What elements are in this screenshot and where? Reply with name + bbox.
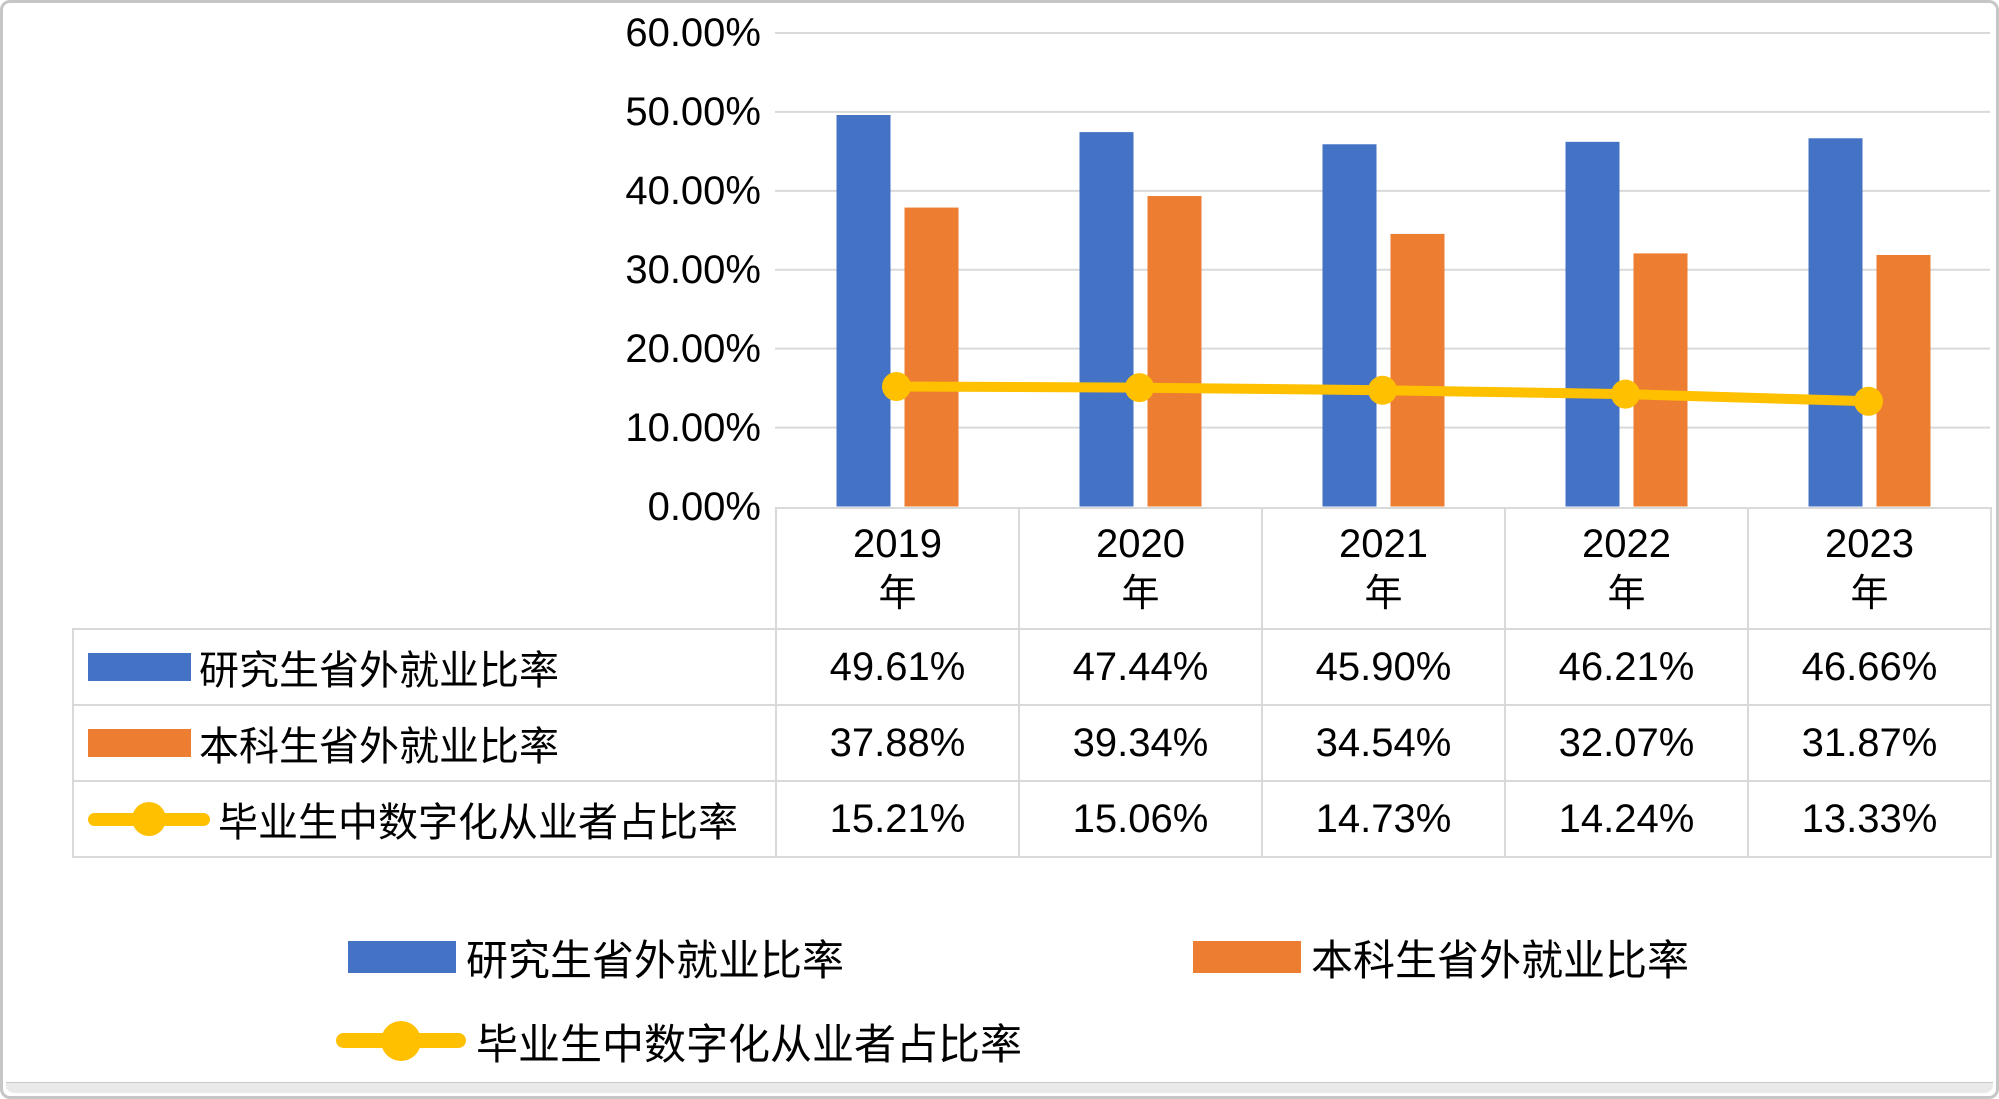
legend-label: 毕业生中数字化从业者占比率 [476, 1022, 1023, 1069]
x-axis-row: 2019 年 2020 年 2021 年 2022 年 2023 年 [73, 507, 1992, 630]
line-marker-2023 [1854, 386, 1883, 416]
bar-series0-2021 [1322, 144, 1377, 507]
bar-series1-2022 [1633, 253, 1688, 507]
series-swatch-icon [88, 729, 191, 757]
value-series1-2022: 32.07% [1504, 704, 1749, 782]
value-series2-2020: 15.06% [1018, 780, 1263, 858]
window-bottom-edge [6, 1082, 1993, 1093]
y-axis-tick-label: 20.00% [625, 326, 761, 371]
series-label: 本科生省外就业比率 [75, 714, 774, 772]
y-axis-tick-label: 10.00% [625, 405, 761, 450]
plot-area [775, 32, 1990, 507]
series-swatch-icon [1193, 941, 1301, 973]
chart-data-table: 2019 年 2020 年 2021 年 2022 年 2023 年研究生省外就业比率 49.61%… [72, 507, 1992, 858]
bar-series1-2019 [904, 207, 959, 507]
line-key-dot [381, 1021, 421, 1061]
value-series0-2022: 46.21% [1504, 628, 1749, 706]
line-marker-2019 [882, 371, 911, 401]
series-label-cell: 研究生省外就业比率 [72, 628, 777, 706]
y-axis-tick-label: 60.00% [625, 11, 761, 55]
category-unit: 年 [1364, 572, 1403, 615]
category-year: 2019 [853, 521, 942, 566]
series-name: 本科生省外就业比率 [199, 724, 559, 769]
series-name: 研究生省外就业比率 [199, 648, 559, 693]
value-series1-2021: 34.54% [1261, 704, 1506, 782]
legend-label: 研究生省外就业比率 [466, 938, 845, 985]
bar-series0-2023 [1808, 138, 1863, 507]
line-marker-2021 [1368, 375, 1397, 405]
bar-series1-2021 [1390, 233, 1445, 507]
x-axis-category-2021: 2021 年 [1261, 507, 1506, 630]
value-series1-2023: 31.87% [1747, 704, 1992, 782]
value-series0-2020: 47.44% [1018, 628, 1263, 706]
category-unit: 年 [878, 572, 917, 615]
y-axis-tick-label: 30.00% [625, 247, 761, 292]
bar-series0-2019 [836, 114, 891, 507]
value-series1-2019: 37.88% [775, 704, 1020, 782]
x-axis-category-2023: 2023 年 [1747, 507, 1992, 630]
bar-series0-2020 [1079, 132, 1134, 507]
line-key-dot [132, 802, 166, 836]
y-axis-tick-label: 50.00% [625, 89, 761, 134]
value-series2-2022: 14.24% [1504, 780, 1749, 858]
series-line-marker-icon [336, 1017, 466, 1065]
y-axis-tick-label: 0.00% [647, 484, 761, 529]
category-year: 2021 [1339, 521, 1428, 566]
value-series2-2023: 13.33% [1747, 780, 1992, 858]
bar-series1-2023 [1876, 254, 1931, 507]
category-unit: 年 [1607, 572, 1646, 615]
series-swatch-icon [88, 653, 191, 681]
series-label: 研究生省外就业比率 [75, 638, 774, 696]
category-year: 2022 [1582, 521, 1671, 566]
value-series0-2021: 45.90% [1261, 628, 1506, 706]
value-series0-2019: 49.61% [775, 628, 1020, 706]
value-series1-2020: 39.34% [1018, 704, 1263, 782]
category-year: 2020 [1096, 521, 1185, 566]
x-axis-category-2022: 2022 年 [1504, 507, 1749, 630]
series-label-cell: 毕业生中数字化从业者占比率 [72, 780, 777, 858]
line-marker-2022 [1611, 379, 1640, 409]
legend-label: 本科生省外就业比率 [1311, 938, 1690, 985]
table-blank-cell [73, 508, 776, 629]
series-label: 毕业生中数字化从业者占比率 [75, 790, 774, 848]
value-series2-2021: 14.73% [1261, 780, 1506, 858]
line-marker-2020 [1125, 373, 1154, 403]
category-unit: 年 [1850, 572, 1889, 615]
series-line-marker-icon [88, 799, 210, 839]
y-axis-tick-label: 40.00% [625, 168, 761, 213]
value-series2-2019: 15.21% [775, 780, 1020, 858]
table-row: 研究生省外就业比率 49.61% 47.44% 45.90% 46.21% 46.66% [72, 628, 1992, 706]
bar-series1-2020 [1147, 196, 1202, 507]
category-year: 2023 [1825, 521, 1914, 566]
legend-item-series0: 研究生省外就业比率 [348, 925, 844, 989]
legend-item-series1: 本科生省外就业比率 [1193, 925, 1689, 989]
bar-series0-2022 [1565, 141, 1620, 507]
series-name: 毕业生中数字化从业者占比率 [218, 800, 738, 845]
table-row: 本科生省外就业比率 37.88% 39.34% 34.54% 32.07% 31.87% [72, 704, 1992, 782]
series-label-cell: 本科生省外就业比率 [72, 704, 777, 782]
x-axis-category-2019: 2019 年 [775, 507, 1020, 630]
category-unit: 年 [1121, 572, 1160, 615]
table-row: 毕业生中数字化从业者占比率 15.21% 15.06% 14.73% 14.24% 13.… [72, 780, 1992, 858]
value-series0-2023: 46.66% [1747, 628, 1992, 706]
x-axis-category-2020: 2020 年 [1018, 507, 1263, 630]
legend-item-series2: 毕业生中数字化从业者占比率 [336, 1009, 1022, 1073]
series-swatch-icon [348, 941, 456, 973]
